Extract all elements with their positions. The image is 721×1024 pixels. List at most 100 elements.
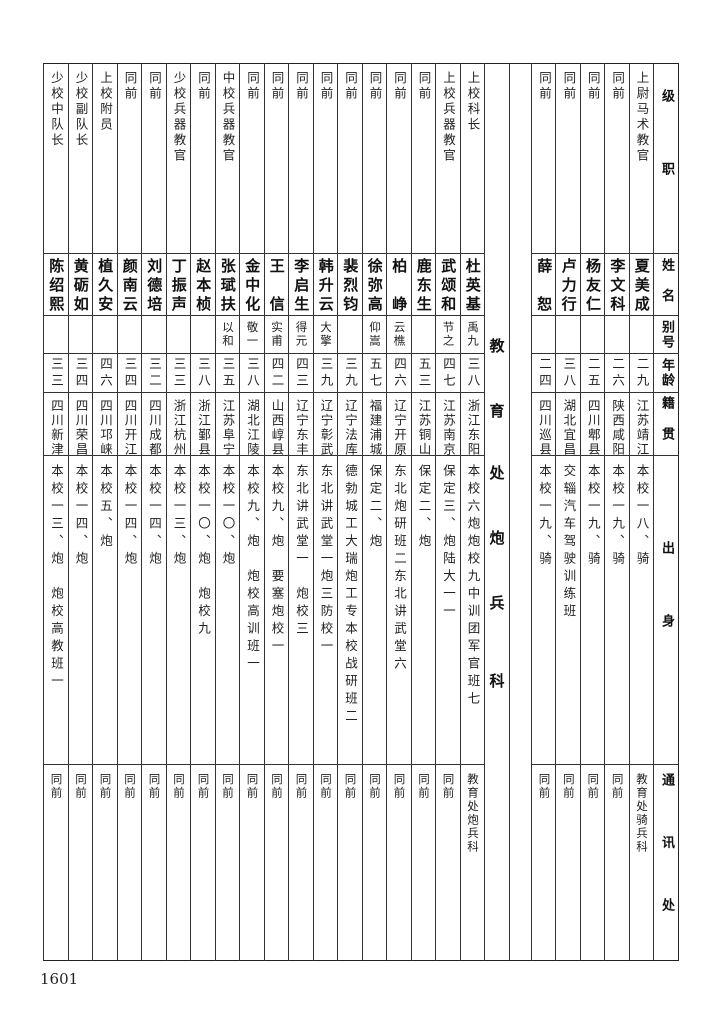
rank-cell: 少校副队长 bbox=[69, 63, 93, 253]
rank-text: 上校科长 bbox=[465, 71, 481, 133]
alias-text: 得元 bbox=[294, 321, 309, 348]
age-text: 三三 bbox=[171, 356, 187, 390]
education-cell: 本校一四、炮 bbox=[117, 455, 141, 764]
address-cell: 同前 bbox=[93, 764, 117, 961]
header-name-cell: 姓名 bbox=[654, 253, 679, 318]
section-title-char: 科 bbox=[489, 672, 505, 690]
education-cell: 保定三、炮陆大一一 bbox=[436, 455, 460, 764]
alias-cell: 以和 bbox=[215, 315, 239, 353]
alias-cell bbox=[117, 315, 141, 353]
page-number: 1601 bbox=[40, 970, 79, 988]
education-text: 本校五、炮 bbox=[98, 464, 113, 552]
education-cell: 本校一四、炮 bbox=[68, 455, 92, 764]
alias-cell bbox=[580, 315, 605, 353]
alias-text: 仰嵩 bbox=[368, 321, 382, 348]
age-cell: 五七 bbox=[362, 353, 386, 392]
address-text: 同前 bbox=[147, 773, 162, 800]
rank-cell: 上校附员 bbox=[93, 63, 117, 253]
table-row: 上校附员 植久安 四六 四川邛崃 本校五、炮 同前 bbox=[92, 63, 117, 961]
rank-text: 同前 bbox=[561, 71, 577, 102]
education-text: 本校一三、炮 bbox=[171, 464, 187, 569]
alias-cell bbox=[629, 315, 653, 353]
alias-cell bbox=[68, 315, 92, 353]
age-cell: 三八 bbox=[556, 353, 580, 392]
education-cell: 本校一三、炮 bbox=[166, 455, 190, 764]
age-text: 四三 bbox=[294, 356, 309, 390]
education-text: 本校一八、骑 bbox=[634, 464, 650, 569]
native-cell: 浙江杭州 bbox=[166, 392, 190, 457]
table-row: 同前 鹿东生 五三 江苏铜山 保定二、炮 同前 bbox=[410, 63, 435, 961]
name-text: 韩升云 bbox=[316, 257, 335, 312]
address-text: 教育处炮兵科 bbox=[466, 773, 480, 854]
alias-cell: 得元 bbox=[289, 315, 313, 353]
address-cell: 同前 bbox=[142, 764, 166, 961]
alias-text: 以和 bbox=[221, 321, 235, 348]
rank-cell: 少校中队长 bbox=[44, 63, 68, 253]
alias-cell bbox=[556, 315, 580, 353]
alias-cell: 实甫 bbox=[264, 315, 288, 353]
education-cell: 本校九、炮 要塞炮校一 bbox=[264, 455, 288, 764]
alias-cell bbox=[411, 315, 435, 353]
name-text: 李文科 bbox=[608, 257, 627, 312]
rank-cell: 同前 bbox=[191, 63, 215, 253]
age-text: 三二 bbox=[147, 356, 162, 390]
education-text: 本校一三、炮 炮校高教班一 bbox=[49, 464, 64, 692]
table-row: 同前 薛恕 二四 四川巡县 本校一九、骑 同前 bbox=[531, 63, 556, 961]
rank-cell: 同前 bbox=[240, 63, 264, 253]
education-cell: 本校五、炮 bbox=[93, 455, 117, 764]
age-cell: 三九 bbox=[313, 353, 337, 392]
age-cell: 三四 bbox=[117, 353, 141, 392]
age-cell: 三二 bbox=[142, 353, 166, 392]
native-cell: 江苏铜山 bbox=[411, 392, 435, 457]
native-cell: 辽宁开原 bbox=[387, 392, 411, 457]
age-cell: 二四 bbox=[532, 353, 556, 392]
name-cell: 李文科 bbox=[605, 253, 629, 315]
address-text: 同前 bbox=[196, 773, 211, 800]
address-cell: 教育处炮兵科 bbox=[460, 764, 484, 961]
education-cell: 本校六炮炮校九中训团军官班七 bbox=[460, 455, 484, 764]
native-text: 江苏阜宁 bbox=[220, 399, 236, 457]
native-text: 江苏南京 bbox=[441, 399, 456, 457]
name-text: 张珷扶 bbox=[218, 257, 237, 312]
age-cell: 三四 bbox=[68, 353, 92, 392]
alias-cell bbox=[605, 315, 629, 353]
education-text: 本校一四、炮 bbox=[122, 464, 138, 569]
native-text: 湖北宜昌 bbox=[561, 399, 577, 457]
header-age-cell: 年龄 bbox=[654, 353, 679, 392]
rank-cell: 同前 bbox=[314, 63, 338, 253]
address-cell: 同前 bbox=[532, 764, 556, 961]
rank-text: 同前 bbox=[122, 71, 138, 102]
education-cell: 东北讲武堂一 炮校三 bbox=[289, 455, 313, 764]
address-cell: 同前 bbox=[68, 764, 92, 961]
alias-cell: 大擎 bbox=[313, 315, 337, 353]
native-text: 四川巡县 bbox=[536, 399, 552, 457]
header-education-cell: 出身 bbox=[654, 455, 679, 764]
rank-text: 同前 bbox=[245, 71, 260, 102]
name-text: 杜英基 bbox=[463, 257, 482, 312]
address-text: 同前 bbox=[561, 773, 576, 800]
name-cell: 武颂和 bbox=[436, 253, 460, 315]
address-text: 同前 bbox=[123, 773, 137, 800]
native-text: 四川开江 bbox=[122, 399, 138, 457]
blank-column bbox=[509, 63, 531, 961]
native-text: 辽宁彰武 bbox=[318, 399, 334, 457]
education-cell: 交辎汽车驾驶训练班 bbox=[556, 455, 580, 764]
age-text: 三八 bbox=[245, 356, 260, 390]
name-cell: 颜南云 bbox=[117, 253, 141, 315]
address-cell: 同前 bbox=[338, 764, 362, 961]
rank-text: 少校中队长 bbox=[49, 71, 64, 149]
rank-text: 同前 bbox=[269, 71, 285, 102]
native-text: 辽宁开原 bbox=[392, 399, 407, 457]
education-cell: 本校一三、炮 炮校高教班一 bbox=[44, 455, 68, 764]
header-education-text: 出身 bbox=[659, 541, 674, 687]
name-text: 黄砺如 bbox=[71, 257, 90, 312]
native-text: 陕西咸阳 bbox=[610, 399, 626, 457]
age-text: 四六 bbox=[392, 356, 407, 390]
header-alias-cell: 别号 bbox=[654, 315, 679, 353]
alias-text: 禹九 bbox=[466, 321, 480, 348]
rank-text: 同前 bbox=[585, 71, 601, 102]
address-text: 同前 bbox=[245, 773, 260, 800]
rank-cell: 同前 bbox=[118, 63, 142, 253]
alias-cell bbox=[338, 315, 362, 353]
alias-text: 节之 bbox=[441, 321, 456, 348]
